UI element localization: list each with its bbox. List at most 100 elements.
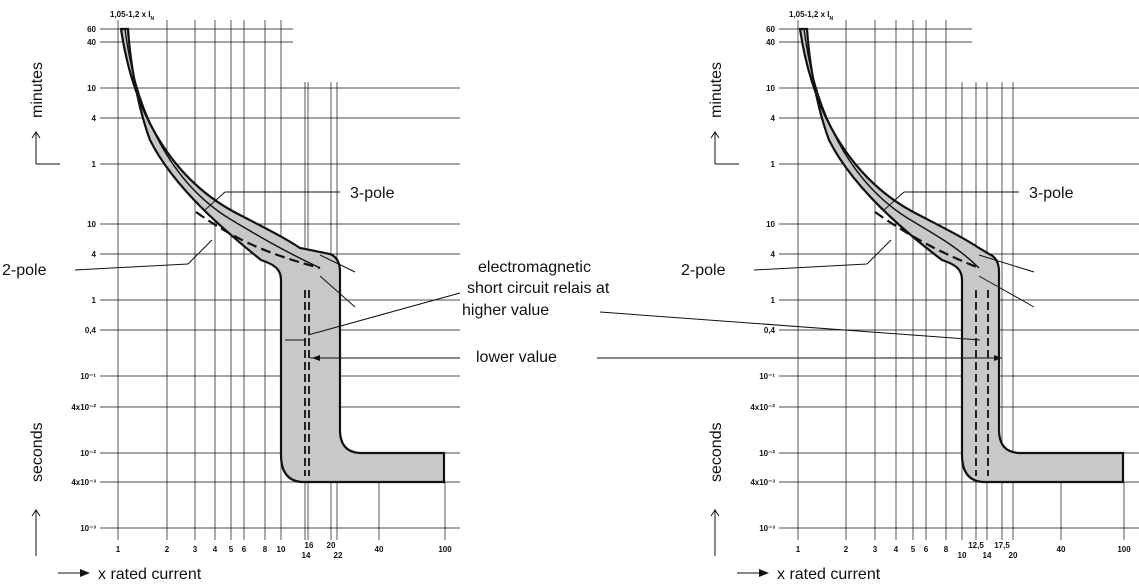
y-tick-label: 60: [87, 25, 96, 34]
arrow-up-icon: [31, 130, 41, 164]
leader-line: [187, 239, 213, 265]
tangent-line: [319, 275, 356, 308]
y-tick-label: 4x10⁻²: [750, 403, 775, 412]
y-axis-label-seconds: seconds: [29, 422, 46, 482]
arrow-left-icon: [312, 355, 320, 361]
y-tick-label: 1: [92, 296, 97, 305]
y-tick-label: 1: [771, 160, 776, 169]
x-tick-label: 1: [116, 545, 121, 554]
arrow-right-icon: [994, 355, 1002, 361]
leader-line: [883, 191, 905, 211]
y-tick-label: 4: [92, 250, 97, 259]
x-tick-label: 10: [277, 545, 286, 554]
x-tick-label: 5: [229, 545, 234, 554]
y-tick-label: 4x10⁻²: [71, 403, 96, 412]
label-2-pole: 2-pole: [2, 262, 47, 279]
rated-band-subscript: N: [829, 16, 833, 22]
tangent-line: [978, 275, 1035, 308]
leader-line: [599, 311, 981, 341]
y-tick-label: 10: [87, 84, 96, 93]
tangent-line: [319, 254, 356, 273]
x-tick-label: 14: [302, 551, 311, 560]
x-tick-label: 3: [193, 545, 198, 554]
x-axis-label: x rated current: [777, 566, 881, 582]
arrow-right-icon: [80, 569, 90, 577]
y-tick-label: 4: [92, 114, 97, 123]
x-tick-label: 5: [911, 545, 916, 554]
leader-line: [866, 239, 892, 265]
y-tick-label: 10: [87, 220, 96, 229]
trip-band-area: [798, 27, 1125, 484]
label-higher-value: higher value: [462, 302, 549, 319]
x-tick-label: 6: [242, 545, 247, 554]
rated-band-label: 1,05-1,2 x IN: [789, 10, 833, 22]
x-tick-label: 100: [438, 545, 452, 554]
y-tick-label: 40: [766, 38, 775, 47]
x-tick-label: 40: [1057, 545, 1066, 554]
x-axis-label: x rated current: [98, 566, 202, 582]
x-tick-label: 2: [165, 545, 170, 554]
arrow-up-icon: [710, 508, 720, 556]
x-tick-label: 8: [263, 545, 268, 554]
trip-band-area: [119, 27, 446, 484]
label-3-pole: 3-pole: [1029, 185, 1074, 202]
x-tick-label: 14: [983, 551, 992, 560]
tangent-line: [978, 254, 1035, 273]
label-electromagnetic: electromagnetic: [478, 259, 591, 276]
y-tick-label: 10⁻³: [80, 524, 96, 533]
x-tick-label: 1: [796, 545, 801, 554]
curve-2-pole: [874, 211, 980, 270]
y-tick-label: 4x10⁻³: [750, 478, 775, 487]
label-2-pole: 2-pole: [681, 262, 726, 279]
curve-2-pole: [195, 211, 321, 270]
label-lower-value: lower value: [476, 349, 557, 366]
x-tick-label: 4: [894, 545, 899, 554]
y-tick-label: 4x10⁻³: [71, 478, 96, 487]
y-axis-label-seconds: seconds: [708, 422, 725, 482]
arrow-right-icon: [759, 569, 769, 577]
x-tick-label: 6: [924, 545, 929, 554]
curve-3-pole: [803, 28, 980, 269]
leader-line: [204, 191, 226, 211]
x-tick-label: 10: [958, 551, 967, 560]
rated-band-label: 1,05-1,2 x IN: [110, 10, 154, 22]
x-tick-label: 40: [375, 545, 384, 554]
y-tick-label: 60: [766, 25, 775, 34]
x-tick-label: 2: [844, 545, 849, 554]
y-tick-label: 10: [766, 84, 775, 93]
y-tick-label: 10⁻¹: [759, 372, 775, 381]
y-axis-label-minutes: minutes: [708, 62, 725, 118]
x-tick-label: 12,5: [968, 541, 984, 550]
rated-band-subscript: N: [150, 16, 154, 22]
label-3-pole: 3-pole: [350, 185, 395, 202]
y-tick-label: 10⁻²: [80, 449, 96, 458]
y-tick-label: 4: [771, 114, 776, 123]
x-tick-label: 20: [327, 541, 336, 550]
leader-line: [307, 292, 461, 336]
y-tick-label: 1: [771, 296, 776, 305]
leader-line: [74, 263, 189, 271]
x-tick-label: 17,5: [994, 541, 1010, 550]
y-tick-label: 10⁻³: [759, 524, 775, 533]
y-axis-label-minutes: minutes: [29, 62, 46, 118]
x-tick-label: 16: [305, 541, 314, 550]
y-tick-label: 4: [771, 250, 776, 259]
y-tick-label: 40: [87, 38, 96, 47]
label-short-circuit-relais: short circuit relais at: [467, 280, 610, 297]
y-tick-label: 10⁻¹: [80, 372, 96, 381]
x-tick-label: 8: [944, 545, 949, 554]
y-tick-label: 10: [766, 220, 775, 229]
y-tick-label: 0,4: [764, 326, 776, 335]
y-tick-label: 10⁻²: [759, 449, 775, 458]
x-tick-label: 3: [873, 545, 878, 554]
arrow-up-icon: [31, 508, 41, 556]
y-tick-label: 0,4: [85, 326, 97, 335]
x-tick-label: 4: [213, 545, 218, 554]
x-tick-label: 20: [1009, 551, 1018, 560]
curve-3-pole: [124, 28, 321, 269]
x-tick-label: 100: [1117, 545, 1131, 554]
x-tick-label: 22: [334, 551, 343, 560]
arrow-up-icon: [710, 130, 720, 164]
